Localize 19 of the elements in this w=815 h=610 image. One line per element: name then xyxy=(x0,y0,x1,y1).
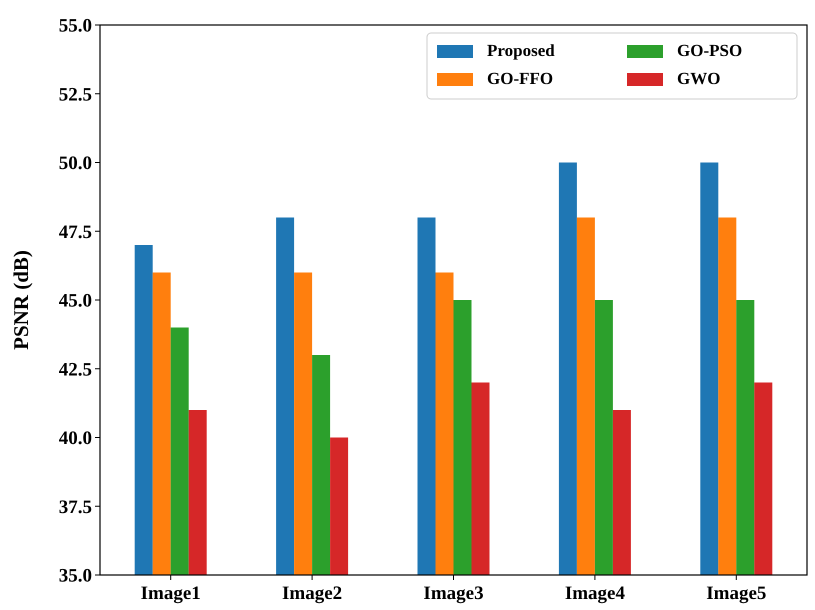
y-tick-label: 35.0 xyxy=(58,566,92,587)
x-tick-label: Image2 xyxy=(282,583,342,604)
legend-label: Proposed xyxy=(487,41,556,60)
y-tick-label: 45.0 xyxy=(58,290,92,312)
x-tick-label: Image4 xyxy=(564,583,626,604)
y-tick-label: 40.0 xyxy=(58,428,92,450)
y-tick-label: 47.5 xyxy=(58,222,92,243)
x-tick-label: Image1 xyxy=(140,583,201,604)
y-tick-label: 50.0 xyxy=(58,153,92,174)
y-tick-label: 42.5 xyxy=(58,359,92,380)
y-tick-label: 52.5 xyxy=(58,84,92,106)
x-tick-label: Image3 xyxy=(423,583,484,604)
x-tick-label: Image5 xyxy=(706,583,766,604)
legend-label: GWO xyxy=(677,69,720,88)
y-axis-title: PSNR (dB) xyxy=(9,250,33,350)
y-tick-label: 55.0 xyxy=(58,16,92,37)
legend-label: GO-PSO xyxy=(677,41,742,60)
y-tick-label: 37.5 xyxy=(58,496,92,518)
legend-label: GO-FFO xyxy=(487,69,554,88)
